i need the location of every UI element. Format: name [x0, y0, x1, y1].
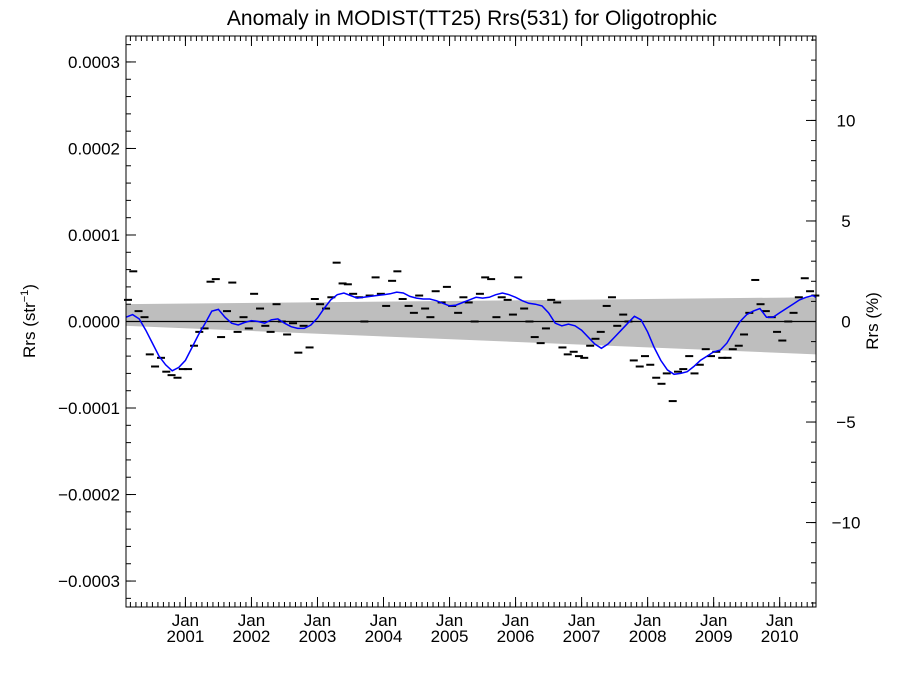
x-tick-year: 2009 [695, 627, 733, 646]
x-tick-year: 2002 [233, 627, 271, 646]
x-tick-year: 2007 [563, 627, 601, 646]
chart-title: Anomaly in MODIST(TT25) Rrs(531) for Oli… [227, 7, 717, 30]
left-tick-label: −0.0002 [58, 486, 120, 505]
right-axis: 10 5 0 −5 −10 [806, 39, 861, 604]
x-tick-month: Jan [568, 611, 595, 630]
x-tick-year: 2003 [299, 627, 337, 646]
x-axis: Jan2001Jan2002Jan2003Jan2004Jan2005Jan20… [129, 36, 814, 646]
left-axis: 0.0003 0.0002 0.0001 0.0000 −0.0001 −0.0002 −0… [58, 44, 136, 599]
left-tick-label: 0.0000 [68, 313, 120, 332]
x-tick-month: Jan [502, 611, 529, 630]
left-tick-label: 0.0002 [68, 139, 120, 158]
left-tick-label: −0.0001 [58, 399, 120, 418]
x-tick-month: Jan [634, 611, 661, 630]
x-tick-year: 2004 [365, 627, 403, 646]
x-tick-year: 2010 [761, 627, 799, 646]
x-tick-year: 2008 [629, 627, 667, 646]
y-axis-label-left-superscript: −1 [19, 290, 31, 303]
x-tick-month: Jan [238, 611, 265, 630]
x-tick-year: 2001 [167, 627, 205, 646]
x-tick-month: Jan [436, 611, 463, 630]
x-tick-month: Jan [766, 611, 793, 630]
right-tick-label: −5 [836, 413, 855, 432]
y-axis-label-left: Rrs (str−1) [19, 284, 39, 358]
left-tick-label: −0.0003 [58, 572, 120, 591]
right-tick-label: −10 [832, 514, 861, 533]
right-tick-label: 5 [841, 212, 850, 231]
right-tick-label: 0 [841, 313, 850, 332]
right-tick-label: 10 [837, 111, 856, 130]
x-tick-month: Jan [700, 611, 727, 630]
x-tick-month: Jan [172, 611, 199, 630]
left-tick-label: 0.0001 [68, 226, 120, 245]
y-axis-label-left-text: Rrs (str [20, 302, 39, 358]
y-axis-label-right: Rrs (%) [863, 292, 882, 350]
uncertainty-band [126, 297, 816, 355]
y-axis-label-left-close: ) [20, 284, 39, 290]
x-tick-month: Jan [370, 611, 397, 630]
x-tick-year: 2005 [431, 627, 469, 646]
plot-area [123, 261, 820, 403]
x-tick-year: 2006 [497, 627, 535, 646]
x-tick-month: Jan [304, 611, 331, 630]
left-tick-label: 0.0003 [68, 53, 120, 72]
running-mean-line [125, 291, 817, 376]
